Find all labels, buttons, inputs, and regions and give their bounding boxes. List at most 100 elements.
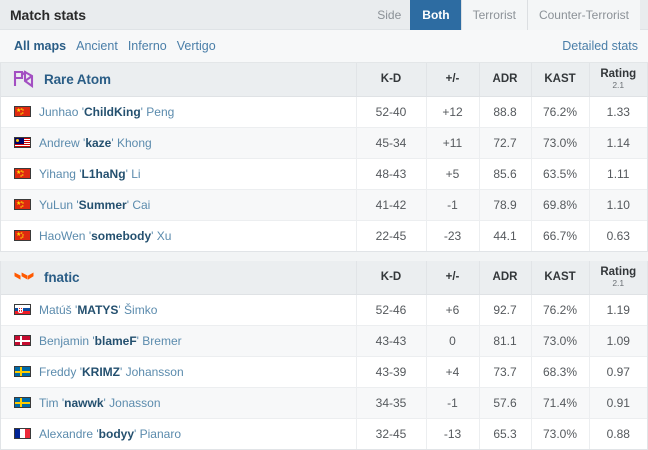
column-header-kast[interactable]: KAST — [530, 261, 589, 295]
cell-adr: 78.9 — [478, 189, 531, 221]
map-tab-ancient[interactable]: Ancient — [76, 39, 118, 53]
cell-kd: 22-45 — [355, 220, 426, 251]
team-table-rare-atom: Rare Atom K-D +/- ADR KAST Rating 2.1 — [0, 63, 648, 252]
column-header-rating-label: Rating — [600, 68, 637, 81]
map-tab-vertigo[interactable]: Vertigo — [176, 39, 216, 53]
team-table-fnatic: fnatic K-D +/- ADR KAST Rating 2.1 — [0, 261, 648, 450]
column-header-adr[interactable]: ADR — [478, 261, 531, 295]
player-cell[interactable]: ★ ★ ★ ★ ★ HaoWen 'somebody' Xu — [1, 220, 356, 251]
cell-rating: 1.19 — [588, 294, 647, 326]
cell-plusminus: +4 — [425, 356, 479, 388]
cell-plusminus: +6 — [425, 294, 479, 326]
map-tab-all-maps[interactable]: All maps — [14, 39, 67, 53]
table-row[interactable]: Freddy 'KRIMZ' Johansson 43-39 +4 73.7 6… — [1, 356, 647, 388]
cell-kd: 48-43 — [355, 158, 426, 190]
side-filter-terrorist[interactable]: Terrorist — [460, 0, 527, 30]
team-header-row: Rare Atom K-D +/- ADR KAST Rating 2.1 — [1, 63, 647, 97]
flag-icon-cn: ★ ★ ★ ★ ★ — [14, 230, 31, 242]
map-tab-row: All maps Ancient Inferno Vertigo Detaile… — [0, 30, 648, 63]
cell-kast: 66.7% — [530, 220, 589, 251]
cell-rating: 0.63 — [588, 220, 647, 251]
team-name-cell[interactable]: fnatic — [1, 261, 356, 295]
player-cell[interactable]: Matúš 'MATYS' Šimko — [1, 294, 356, 326]
cell-rating: 0.91 — [588, 387, 647, 419]
player-cell[interactable]: ★ ★ ★ ★ ★ YuLun 'Summer' Cai — [1, 189, 356, 221]
cell-rating: 0.88 — [588, 418, 647, 449]
side-filter-label: Side — [377, 7, 402, 22]
cell-rating: 1.11 — [588, 158, 647, 190]
column-header-plusminus[interactable]: +/- — [425, 261, 479, 295]
player-name: Benjamin 'blameF' Bremer — [39, 333, 182, 348]
flag-icon-my — [14, 137, 31, 148]
player-cell[interactable]: Benjamin 'blameF' Bremer — [1, 325, 356, 357]
column-header-plusminus[interactable]: +/- — [425, 63, 479, 97]
player-name: YuLun 'Summer' Cai — [39, 197, 151, 212]
table-row[interactable]: ★ ★ ★ ★ ★ YuLun 'Summer' Cai 41-42 -1 78.9 6… — [1, 189, 647, 221]
column-header-kast[interactable]: KAST — [530, 63, 589, 97]
player-name: Yihang 'L1haNg' Li — [39, 166, 141, 181]
cell-kast: 76.2% — [530, 96, 589, 128]
cell-plusminus: -23 — [425, 220, 479, 251]
table-row[interactable]: ★ ★ ★ ★ ★ Yihang 'L1haNg' Li 48-43 +5 85.6 6… — [1, 158, 647, 190]
table-separator — [0, 252, 648, 261]
player-name: HaoWen 'somebody' Xu — [39, 228, 172, 243]
column-header-rating-version: 2.1 — [612, 277, 625, 288]
cell-plusminus: -1 — [425, 387, 479, 419]
column-header-kd[interactable]: K-D — [355, 261, 426, 295]
player-rows-rare-atom: ★ ★ ★ ★ ★ Junhao 'ChildKing' Peng 52-40 +12 … — [1, 96, 647, 251]
team-name-cell[interactable]: Rare Atom — [1, 63, 356, 97]
team-name: Rare Atom — [44, 71, 111, 87]
cell-rating: 0.97 — [588, 356, 647, 388]
team-header-row: fnatic K-D +/- ADR KAST Rating 2.1 — [1, 261, 647, 295]
side-filter-group: Side Both Terrorist Counter-Terrorist — [377, 0, 640, 30]
cell-adr: 81.1 — [478, 325, 531, 357]
cell-kast: 76.2% — [530, 294, 589, 326]
cell-rating: 1.09 — [588, 325, 647, 357]
cell-plusminus: -1 — [425, 189, 479, 221]
flag-icon-se — [14, 366, 31, 377]
table-row[interactable]: Andrew 'kaze' Khong 45-34 +11 72.7 73.0%… — [1, 127, 647, 159]
table-row[interactable]: Tim 'nawwk' Jonasson 34-35 -1 57.6 71.4%… — [1, 387, 647, 419]
column-header-rating-version: 2.1 — [612, 79, 625, 90]
table-row[interactable]: ★ ★ ★ ★ ★ Junhao 'ChildKing' Peng 52-40 +12 … — [1, 96, 647, 128]
cell-kast: 69.8% — [530, 189, 589, 221]
cell-kd: 43-39 — [355, 356, 426, 388]
cell-kast: 71.4% — [530, 387, 589, 419]
cell-plusminus: -13 — [425, 418, 479, 449]
table-row[interactable]: ★ ★ ★ ★ ★ HaoWen 'somebody' Xu 22-45 -23 44.… — [1, 220, 647, 251]
flag-icon-se — [14, 397, 31, 408]
cell-kast: 73.0% — [530, 418, 589, 449]
cell-adr: 65.3 — [478, 418, 531, 449]
detailed-stats-link[interactable]: Detailed stats — [562, 39, 638, 53]
cell-kd: 52-40 — [355, 96, 426, 128]
side-filter-both[interactable]: Both — [410, 0, 461, 30]
table-row[interactable]: Alexandre 'bodyy' Pianaro 32-45 -13 65.3… — [1, 418, 647, 449]
table-row[interactable]: Matúš 'MATYS' Šimko 52-46 +6 92.7 76.2% … — [1, 294, 647, 326]
flag-icon-sk — [14, 304, 31, 315]
player-cell[interactable]: Tim 'nawwk' Jonasson — [1, 387, 356, 419]
column-header-rating-label: Rating — [600, 266, 637, 279]
player-cell[interactable]: ★ ★ ★ ★ ★ Yihang 'L1haNg' Li — [1, 158, 356, 190]
table-row[interactable]: Benjamin 'blameF' Bremer 43-43 0 81.1 73… — [1, 325, 647, 357]
column-header-kd[interactable]: K-D — [355, 63, 426, 97]
player-name: Andrew 'kaze' Khong — [39, 135, 152, 150]
player-cell[interactable]: ★ ★ ★ ★ ★ Junhao 'ChildKing' Peng — [1, 96, 356, 128]
map-tab-inferno[interactable]: Inferno — [127, 39, 167, 53]
player-cell[interactable]: Freddy 'KRIMZ' Johansson — [1, 356, 356, 388]
page-title: Match stats — [10, 6, 86, 23]
column-header-rating[interactable]: Rating 2.1 — [588, 63, 647, 97]
player-cell[interactable]: Andrew 'kaze' Khong — [1, 127, 356, 159]
cell-kast: 73.0% — [530, 127, 589, 159]
cell-kd: 32-45 — [355, 418, 426, 449]
cell-kd: 34-35 — [355, 387, 426, 419]
column-header-rating[interactable]: Rating 2.1 — [588, 261, 647, 295]
cell-plusminus: 0 — [425, 325, 479, 357]
fnatic-logo — [13, 268, 35, 286]
match-stats-header: Match stats Side Both Terrorist Counter-… — [0, 0, 648, 30]
flag-icon-fr — [14, 428, 31, 440]
column-header-adr[interactable]: ADR — [478, 63, 531, 97]
player-name: Alexandre 'bodyy' Pianaro — [39, 426, 182, 441]
player-cell[interactable]: Alexandre 'bodyy' Pianaro — [1, 418, 356, 449]
side-filter-counter-terrorist[interactable]: Counter-Terrorist — [526, 0, 640, 30]
cell-adr: 57.6 — [478, 387, 531, 419]
